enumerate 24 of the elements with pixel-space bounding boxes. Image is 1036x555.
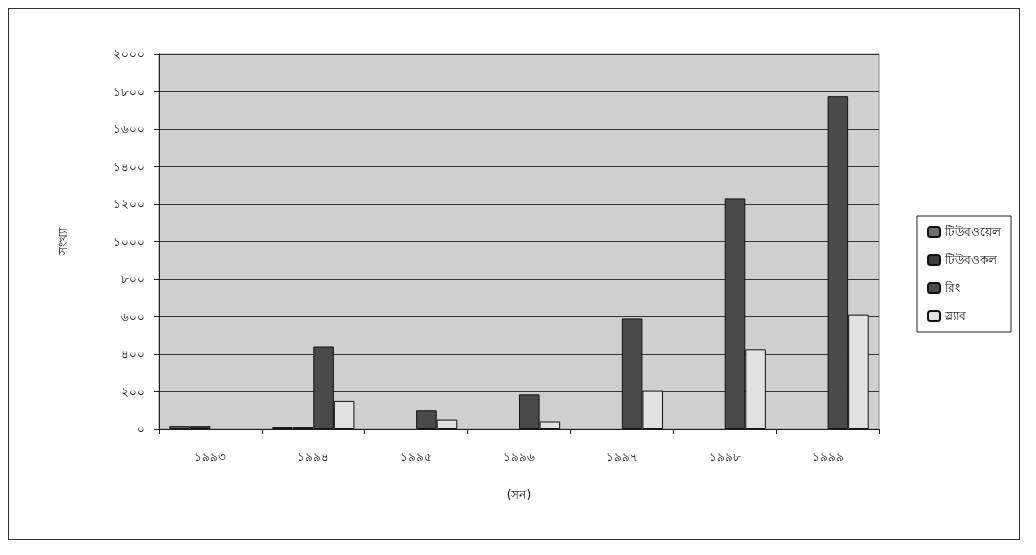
x-tick-label: ১৯৯৭ — [605, 450, 638, 464]
y-tick-label: ১৮০০ — [113, 84, 145, 99]
legend-label: স্ল্যাব — [944, 309, 966, 323]
y-axis-title: সংখ্যা — [56, 227, 70, 256]
x-tick-label: ১৯৯৪ — [297, 450, 330, 464]
y-tick-label: ১০০০ — [113, 234, 145, 249]
y-tick-label: ২০০০ — [113, 47, 145, 61]
x-tick-label: ১৯৯৬ — [503, 450, 535, 464]
legend-label: রিং — [944, 281, 960, 295]
y-tick-label: ২০০ — [121, 384, 145, 399]
x-tick-label: ১৯৯৯ — [811, 450, 844, 464]
y-tick-label: ৬০০ — [121, 309, 145, 324]
legend-label: টিউবওয়েল — [944, 225, 1002, 239]
x-axis-title: (সন) — [506, 488, 532, 502]
y-tick-label: ৪০০ — [121, 347, 145, 361]
x-tick-label: ১৯৯৫ — [400, 450, 433, 464]
y-tick-label: ৮০০ — [121, 272, 145, 286]
legend-label: টিউবওকল — [944, 253, 998, 267]
y-tick-label: ১৬০০ — [113, 122, 145, 136]
x-tick-label: ১৯৯৮ — [708, 450, 741, 464]
x-tick-label: ১৯৯৩ — [194, 450, 227, 464]
y-tick-label: ১২০০ — [113, 197, 145, 211]
y-tick-label: ১৪০০ — [113, 159, 145, 174]
y-tick-label: ০ — [137, 422, 145, 436]
